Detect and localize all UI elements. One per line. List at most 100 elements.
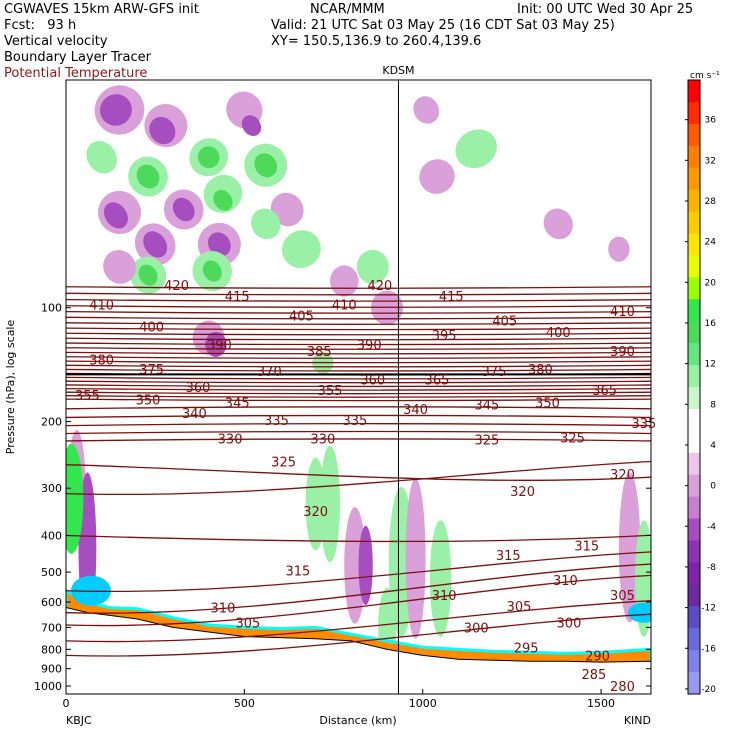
y-tick-label: 900	[41, 663, 62, 676]
theta-label: 305	[507, 600, 532, 615]
velocity-blob	[319, 445, 340, 563]
x-tick-label: 0	[63, 697, 70, 710]
org-label: NCAR/MMM	[310, 2, 385, 17]
theta-label: 325	[475, 433, 500, 448]
colorbar-swatch	[688, 430, 700, 454]
velocity-blob	[455, 129, 497, 169]
theta-line	[66, 327, 651, 331]
theta-line	[66, 551, 651, 593]
theta-line	[66, 438, 651, 442]
colorbar-tick-label: -20	[701, 685, 716, 695]
colorbar-tick-label: 36	[705, 116, 717, 126]
velocity-blob	[241, 115, 262, 136]
x-axis-label: Distance (km)	[319, 714, 396, 727]
theta-label: 295	[514, 641, 539, 656]
colorbar-swatch	[688, 540, 700, 563]
theta-label: 410	[89, 298, 114, 313]
velocity-blob	[251, 208, 281, 240]
theta-line	[66, 460, 651, 496]
colorbar-swatch	[688, 299, 700, 322]
y-tick-label: 1000	[34, 680, 62, 693]
velocity-blob	[608, 236, 630, 262]
theta-label: 335	[343, 414, 368, 429]
theta-label: 280	[610, 680, 635, 695]
x-tick-label: 1000	[409, 697, 437, 710]
theta-label: 405	[289, 310, 314, 325]
y-tick-label: 100	[41, 302, 62, 315]
colorbar-tick-label: -16	[701, 644, 716, 654]
theta-label: 315	[496, 549, 521, 564]
theta-label: 330	[310, 433, 335, 448]
theta-label: 320	[510, 485, 535, 500]
velocity-blob	[358, 525, 373, 606]
colorbar-swatch	[688, 189, 700, 213]
field-potential-temperature: Potential Temperature	[4, 66, 148, 81]
velocity-blob	[149, 116, 176, 145]
velocity-blob	[104, 202, 128, 229]
velocity-blob	[208, 232, 231, 257]
theta-label: 350	[136, 394, 161, 409]
theta-label: 305	[236, 617, 261, 632]
theta-label: 375	[139, 363, 164, 378]
theta-line	[66, 337, 651, 341]
theta-label: 330	[218, 433, 243, 448]
colorbar-swatch	[688, 80, 700, 103]
theta-label: 315	[574, 539, 599, 554]
theta-line	[66, 299, 651, 302]
theta-label: 400	[546, 326, 571, 341]
theta-line	[66, 391, 651, 395]
colorbar-swatch	[688, 101, 700, 125]
velocity-blob	[99, 94, 132, 126]
theta-line	[66, 368, 651, 372]
colorbar-swatch	[688, 123, 700, 147]
colorbar-swatch	[688, 452, 700, 476]
theta-line	[66, 305, 651, 308]
colorbar-swatch	[688, 474, 700, 498]
theta-label: 320	[303, 505, 328, 520]
velocity-blob	[405, 478, 426, 639]
theta-line	[66, 356, 651, 359]
theta-label: 300	[464, 621, 489, 636]
theta-line	[66, 398, 651, 402]
colorbar-swatch	[688, 255, 700, 278]
velocity-colorbar: 36 32 28 24 20 16 12 8 4 0 -4 -8 -12 -16 -20 cm s⁻¹	[685, 71, 720, 695]
theta-label: 420	[164, 279, 189, 294]
theta-line	[66, 292, 651, 296]
velocity-blob	[172, 197, 195, 222]
forecast-hour: Fcst: 93 h	[4, 18, 77, 33]
colorbar-units: cm s⁻¹	[690, 71, 720, 81]
theta-label: 415	[439, 290, 464, 305]
theta-label: 410	[610, 305, 635, 320]
theta-label: 345	[225, 396, 250, 411]
velocity-blob	[143, 231, 168, 258]
potential-temperature-contours	[66, 286, 651, 657]
field-boundary-layer-tracer: Boundary Layer Tracer	[4, 50, 151, 65]
velocity-blob	[429, 520, 452, 637]
theta-label: 310	[432, 589, 457, 604]
colorbar-swatch	[688, 672, 700, 695]
valid-time: Valid: 21 UTC Sat 03 May 25 (16 CDT Sat …	[271, 18, 615, 33]
colorbar-swatch	[688, 167, 700, 191]
velocity-blob	[270, 192, 304, 227]
theta-label: 285	[582, 668, 607, 683]
colorbar-tick-label: 8	[710, 400, 716, 410]
colorbar-tick-label: -4	[707, 522, 716, 532]
tracer-plume-right	[627, 602, 651, 623]
theta-line	[66, 430, 651, 435]
theta-label: 305	[610, 589, 635, 604]
plot-frame	[65, 79, 652, 695]
colorbar-swatch	[688, 628, 700, 651]
theta-line	[66, 600, 651, 643]
theta-line	[66, 574, 651, 627]
theta-label: 340	[403, 403, 428, 418]
colorbar-tick-label: 24	[705, 238, 717, 248]
velocity-blob	[356, 249, 389, 285]
velocity-blob	[136, 164, 160, 189]
theta-label: 325	[560, 431, 585, 446]
colorbar-tick-label: 12	[705, 360, 716, 370]
theta-line	[66, 351, 651, 355]
theta-label: 310	[553, 574, 578, 589]
colorbar-swatch	[688, 321, 700, 344]
colorbar-swatch	[688, 365, 700, 388]
